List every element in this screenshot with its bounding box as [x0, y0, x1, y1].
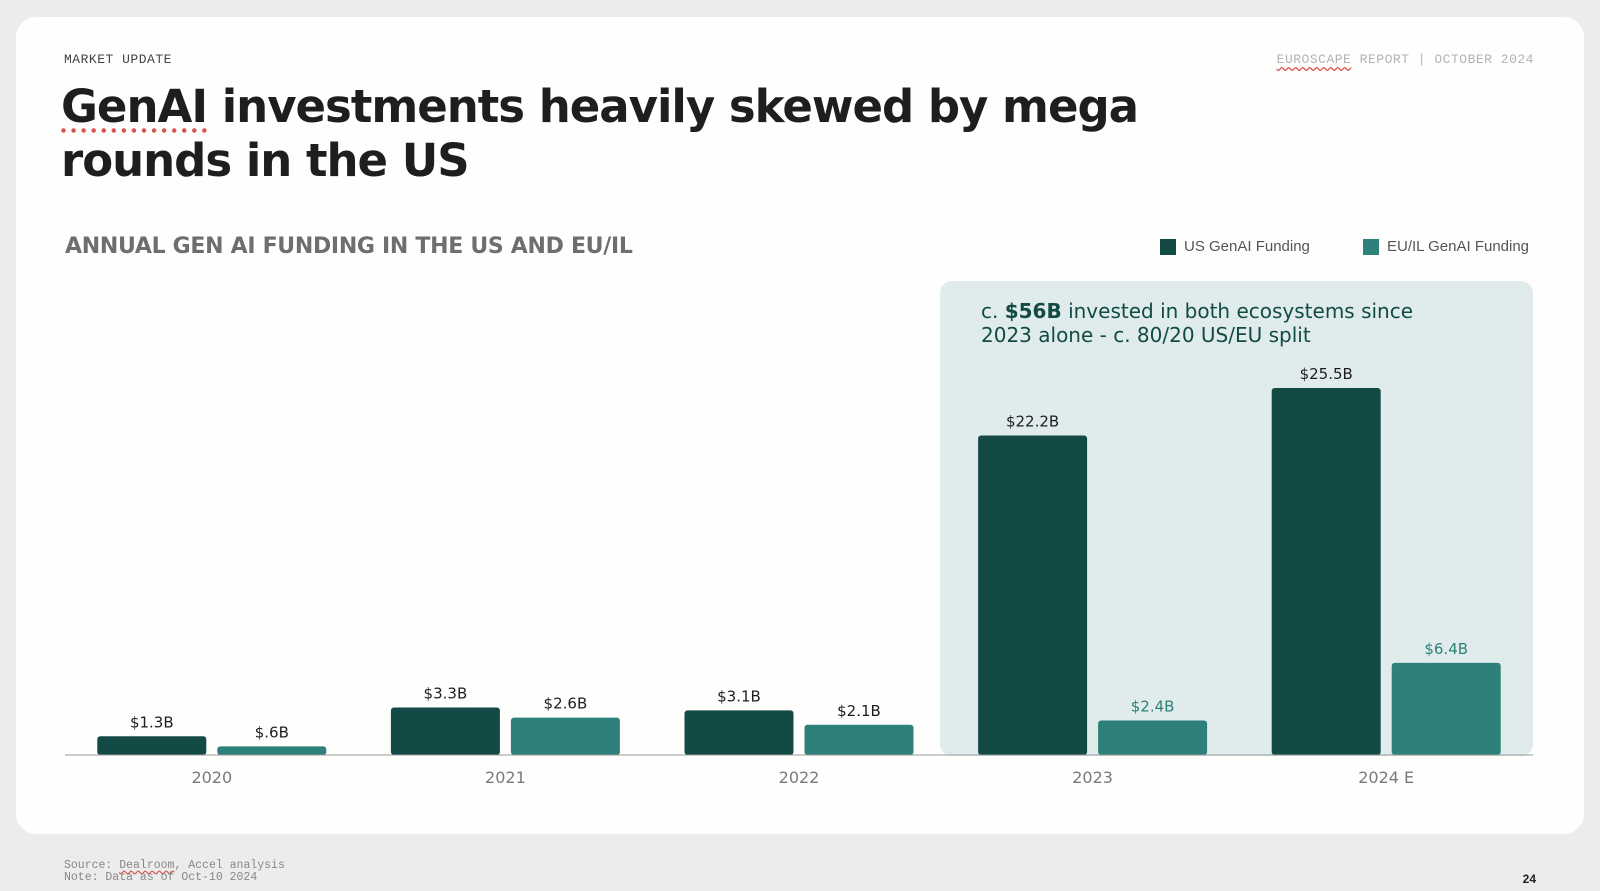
data-label-eu-2023: $2.4B — [1131, 697, 1175, 715]
legend-swatch-us — [1160, 238, 1176, 255]
slide-headline: GenAI investments heavily skewed by mega… — [61, 80, 1221, 188]
data-label-eu-2022: $2.1B — [837, 702, 881, 720]
bar-eu-2024-e — [1391, 662, 1501, 755]
legend-swatch-eu — [1363, 238, 1379, 255]
legend-item-us: US GenAI Funding — [1160, 238, 1310, 255]
headline-rest: investments heavily skewed by mega round… — [61, 80, 1139, 187]
bar-us-2020 — [97, 736, 207, 755]
data-label-eu-2024-e: $6.4B — [1424, 640, 1468, 658]
x-tick-label-2024-e: 2024 E — [1358, 768, 1414, 787]
footer-note: Note: Data as of Oct-10 2024 — [64, 871, 258, 884]
data-label-us-2021: $3.3B — [424, 685, 468, 703]
bar-us-2022 — [684, 710, 794, 755]
x-tick-label-2021: 2021 — [485, 768, 526, 787]
chart-title: ANNUAL GEN AI FUNDING IN THE US AND EU/I… — [65, 234, 633, 259]
data-label-us-2024-e: $25.5B — [1300, 365, 1353, 383]
data-label-eu-2021: $2.6B — [544, 695, 588, 713]
source-brand: Dealroom — [119, 859, 175, 872]
callout-suffix: invested in both ecosystems since 2023 a… — [981, 299, 1414, 347]
callout-prefix: c. — [981, 299, 1005, 323]
x-tick-label-2023: 2023 — [1072, 768, 1113, 787]
headline-first-word: GenAI — [61, 80, 208, 133]
bar-eu-2022 — [804, 724, 914, 755]
data-label-eu-2020: $.6B — [255, 723, 289, 741]
footer-notes: Source: Dealroom, Accel analysis Note: D… — [64, 860, 285, 884]
bar-us-2024-e — [1271, 388, 1381, 755]
data-label-us-2023: $22.2B — [1006, 412, 1059, 430]
bar-us-2023 — [978, 435, 1088, 755]
source-suffix: , Accel analysis — [174, 859, 285, 872]
legend-label-us: US GenAI Funding — [1184, 238, 1310, 255]
data-label-us-2022: $3.1B — [717, 687, 761, 705]
x-tick-label-2022: 2022 — [779, 768, 820, 787]
bar-eu-2021 — [510, 717, 620, 755]
bar-eu-2020 — [217, 746, 327, 755]
report-tag: EUROSCAPE REPORT | OCTOBER 2024 — [1277, 52, 1534, 67]
callout-text: c. $56B invested in both ecosystems sinc… — [981, 299, 1441, 347]
report-date: REPORT | OCTOBER 2024 — [1351, 52, 1534, 67]
source-prefix: Source: — [64, 859, 120, 872]
report-brand: EUROSCAPE — [1276, 52, 1352, 67]
x-tick-label-2020: 2020 — [191, 768, 232, 787]
footer-source: Source: Dealroom, Accel analysis — [64, 860, 285, 872]
data-label-us-2020: $1.3B — [130, 713, 174, 731]
bar-eu-2023 — [1098, 720, 1208, 755]
bar-us-2021 — [390, 707, 500, 755]
callout-highlight: $56B — [1004, 299, 1062, 323]
legend-item-eu: EU/IL GenAI Funding — [1363, 238, 1529, 255]
legend-label-eu: EU/IL GenAI Funding — [1387, 238, 1530, 255]
eyebrow-label: MARKET UPDATE — [64, 52, 172, 67]
page-number: 24 — [1522, 872, 1536, 886]
